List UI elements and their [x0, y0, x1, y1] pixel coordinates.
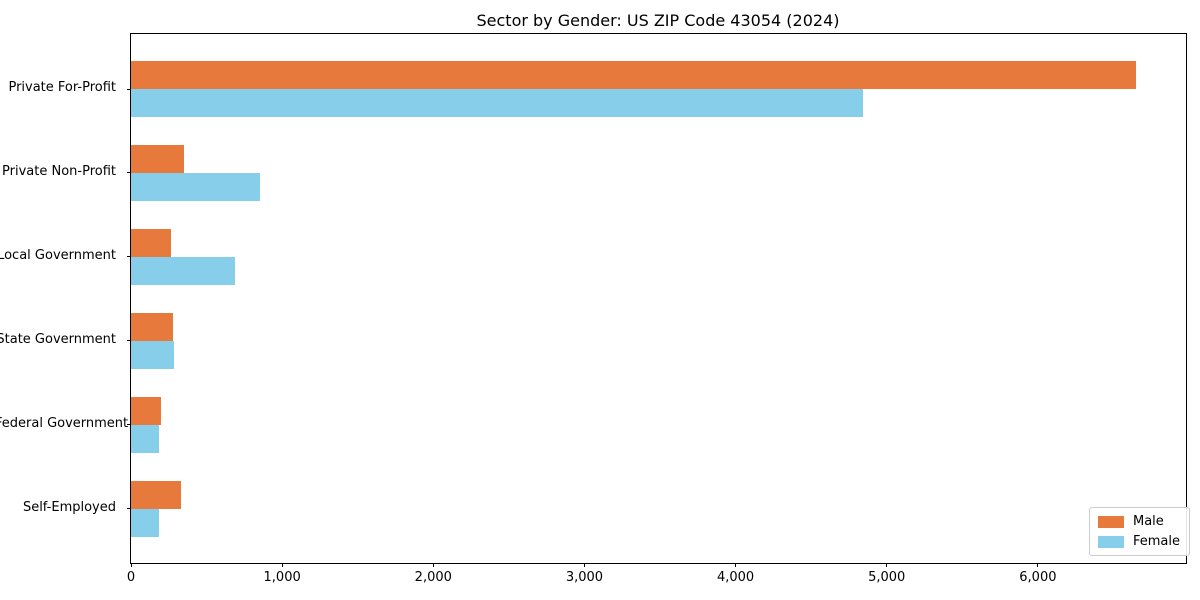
y-tick-mark — [127, 172, 131, 174]
bar-male — [131, 480, 181, 509]
y-tick-label: State Government — [0, 331, 116, 347]
bar-female — [131, 89, 863, 117]
x-tick-mark — [583, 563, 585, 567]
bar-female — [131, 172, 261, 201]
y-tick-mark — [127, 88, 131, 90]
plot-area: Private For-Profit Private Non-Profit Loca… — [0, 33, 1187, 585]
x-tick-label: 2,000 — [414, 570, 452, 585]
bar-male — [131, 312, 174, 341]
x-tick-label: 1,000 — [263, 570, 301, 585]
x-tick-mark — [281, 563, 283, 567]
x-tick-mark — [432, 563, 434, 567]
y-tick-mark — [127, 424, 131, 426]
bar-female — [131, 256, 236, 285]
y-tick-mark — [127, 256, 131, 258]
legend-item-female: Female — [1098, 534, 1180, 549]
y-tick-mark — [127, 508, 131, 509]
chart-title: Sector by Gender: US ZIP Code 43054 (202… — [476, 11, 840, 30]
bar-female — [131, 424, 160, 453]
y-tick-mark — [127, 340, 131, 342]
bar-male — [131, 144, 184, 173]
bar-female — [131, 340, 174, 369]
x-tick-label: 0 — [126, 570, 136, 585]
legend-item-male: Male — [1098, 514, 1180, 529]
y-tick-label: Self-Employed — [22, 499, 116, 515]
x-tick-mark — [735, 563, 737, 567]
x-tick-label: 3,000 — [565, 570, 604, 585]
x-tick-mark — [886, 563, 888, 567]
y-tick-label: Local Government — [0, 247, 116, 263]
legend: Male Female — [1089, 507, 1191, 556]
x-tick-label: 5,000 — [868, 570, 906, 585]
legend-label: Male — [1133, 514, 1164, 529]
bar-female — [131, 508, 159, 537]
x-tick-mark — [1037, 563, 1039, 567]
x-tick-label: 6,000 — [1019, 570, 1057, 585]
x-tick-mark — [130, 563, 132, 567]
y-tick-label: Private Non-Profit — [2, 163, 116, 179]
x-tick-label: 4,000 — [716, 570, 755, 585]
bar-male — [131, 396, 162, 425]
bar-male — [131, 228, 172, 257]
bar-male — [131, 61, 1137, 89]
male-swatch — [1098, 515, 1124, 528]
legend-label: Female — [1133, 534, 1181, 549]
female-swatch — [1098, 535, 1124, 548]
y-tick-label: Federal Government — [0, 415, 129, 431]
y-tick-label: Private For-Profit — [8, 80, 116, 95]
